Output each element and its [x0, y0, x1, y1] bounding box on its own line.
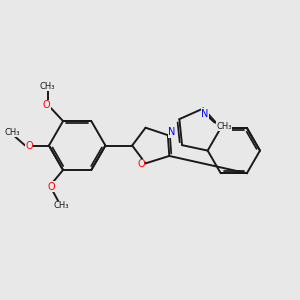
Text: O: O — [137, 159, 145, 169]
Text: CH₃: CH₃ — [53, 201, 69, 210]
Text: O: O — [43, 100, 50, 110]
Text: CH₃: CH₃ — [40, 82, 56, 91]
Text: CH₃: CH₃ — [216, 122, 232, 131]
Text: O: O — [47, 182, 55, 192]
Text: CH₃: CH₃ — [4, 128, 20, 137]
Text: N: N — [168, 127, 176, 137]
Text: O: O — [25, 140, 33, 151]
Text: N: N — [201, 109, 208, 119]
